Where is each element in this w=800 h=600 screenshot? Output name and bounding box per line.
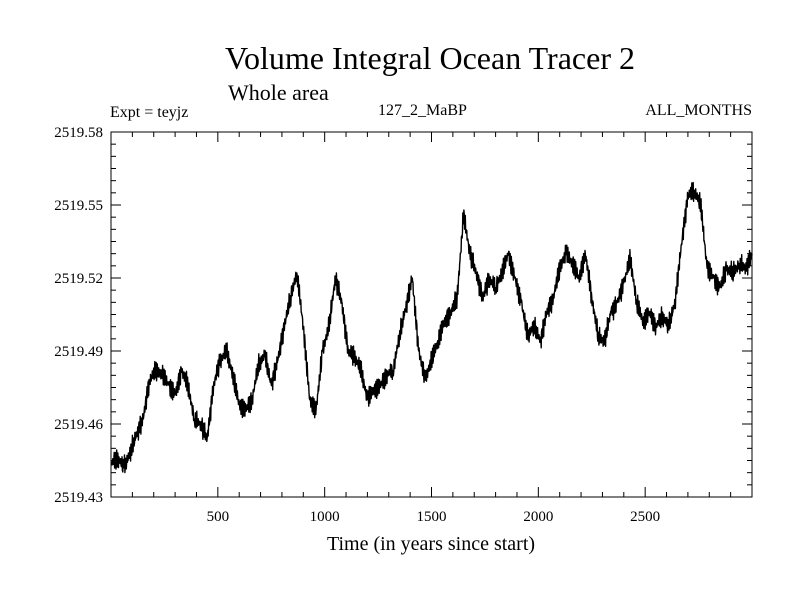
y-tick-label: 2519.43 [54,490,103,506]
x-tick-label: 2000 [523,509,553,525]
period-label: 127_2_MaBP [378,102,467,119]
season-label: ALL_MONTHS [645,102,752,119]
x-tick-label: 500 [207,509,230,525]
x-tick-label: 1000 [310,509,340,525]
y-tick-label: 2519.58 [54,125,103,141]
x-tick-label: 1500 [417,509,447,525]
experiment-label: Expt = teyjz [110,104,189,121]
y-tick-label: 2519.55 [54,198,103,214]
y-tick-label: 2519.52 [54,271,103,287]
y-tick-label: 2519.46 [54,417,103,433]
y-tick-label: 2519.49 [54,344,103,360]
chart-title: Volume Integral Ocean Tracer 2 [225,40,635,76]
x-tick-label: 2500 [630,509,660,525]
chart-subtitle: Whole area [228,80,329,105]
x-axis-label: Time (in years since start) [327,533,535,555]
series-line [110,181,753,474]
plot-frame [110,131,753,498]
